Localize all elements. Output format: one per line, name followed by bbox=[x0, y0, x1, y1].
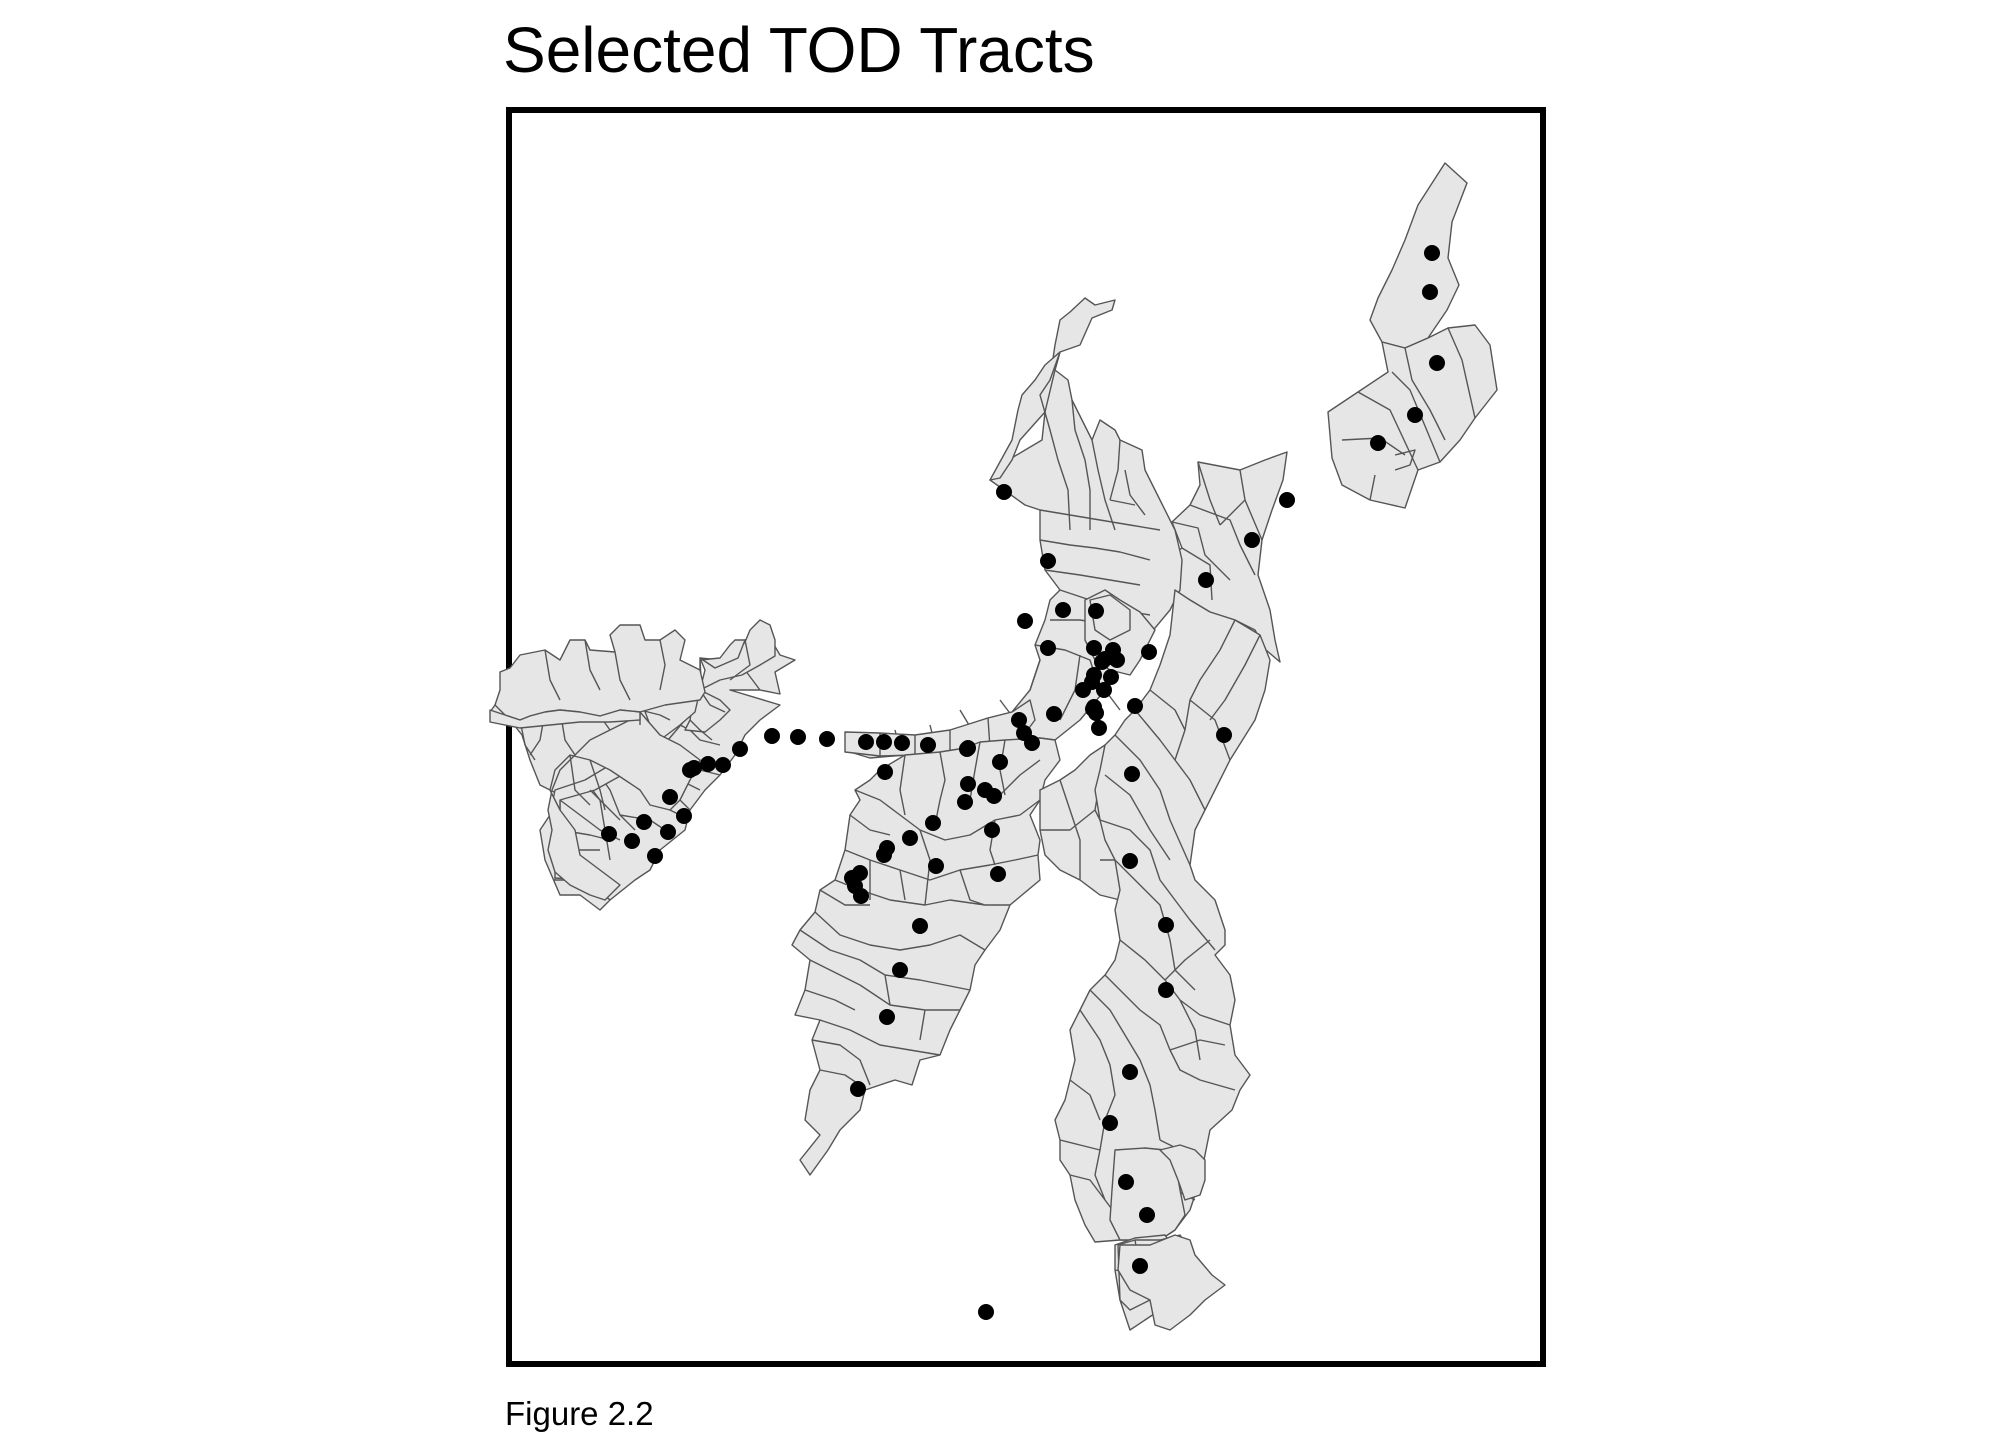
station-point bbox=[960, 776, 976, 792]
station-point bbox=[1244, 532, 1260, 548]
station-point bbox=[1040, 553, 1056, 569]
station-point bbox=[978, 1304, 994, 1320]
station-point bbox=[1091, 720, 1107, 736]
station-point bbox=[636, 814, 652, 830]
station-point bbox=[624, 833, 640, 849]
station-point bbox=[1118, 1174, 1134, 1190]
station-point bbox=[850, 1081, 866, 1097]
tract-polygon bbox=[547, 711, 701, 901]
station-point bbox=[1279, 492, 1295, 508]
station-point bbox=[764, 728, 780, 744]
station-point bbox=[1198, 572, 1214, 588]
plot-title: Selected TOD Tracts bbox=[503, 14, 1095, 86]
station-point bbox=[1084, 674, 1100, 690]
station-point bbox=[660, 824, 676, 840]
station-point bbox=[990, 866, 1006, 882]
station-point bbox=[877, 764, 893, 780]
station-point bbox=[1109, 652, 1125, 668]
station-point bbox=[844, 870, 860, 886]
tract-line bbox=[799, 739, 1041, 1086]
station-point bbox=[1158, 982, 1174, 998]
station-point bbox=[1370, 435, 1386, 451]
station-point bbox=[1216, 727, 1232, 743]
station-point bbox=[1017, 613, 1033, 629]
station-point bbox=[1055, 602, 1071, 618]
station-point bbox=[1122, 853, 1138, 869]
station-point bbox=[1088, 603, 1104, 619]
transit-stations-layer bbox=[601, 245, 1445, 1320]
station-point bbox=[1040, 640, 1056, 656]
station-point bbox=[1024, 735, 1040, 751]
station-point bbox=[1102, 1115, 1118, 1131]
station-point bbox=[1127, 698, 1143, 714]
station-point bbox=[925, 815, 941, 831]
station-point bbox=[996, 484, 1012, 500]
station-point bbox=[876, 847, 892, 863]
station-point bbox=[858, 734, 874, 750]
station-point bbox=[732, 741, 748, 757]
station-point bbox=[676, 808, 692, 824]
station-point bbox=[1158, 917, 1174, 933]
station-point bbox=[1046, 706, 1062, 722]
station-point bbox=[992, 754, 1008, 770]
station-point bbox=[1086, 640, 1102, 656]
station-point bbox=[1011, 712, 1027, 728]
tod-tracts-layer bbox=[489, 162, 1498, 1331]
station-point bbox=[928, 858, 944, 874]
station-point bbox=[879, 1009, 895, 1025]
figure-caption: Figure 2.2 bbox=[505, 1395, 654, 1432]
tract-polygon bbox=[1117, 1234, 1226, 1331]
station-point bbox=[1141, 644, 1157, 660]
station-point bbox=[790, 729, 806, 745]
station-point bbox=[876, 734, 892, 750]
station-point bbox=[853, 888, 869, 904]
station-point bbox=[892, 962, 908, 978]
tract-line bbox=[1171, 461, 1263, 601]
station-point bbox=[715, 757, 731, 773]
station-point bbox=[1424, 245, 1440, 261]
station-point bbox=[1088, 705, 1104, 721]
station-point bbox=[894, 735, 910, 751]
station-point bbox=[957, 794, 973, 810]
station-point bbox=[986, 788, 1002, 804]
station-point bbox=[984, 822, 1000, 838]
station-point bbox=[1407, 407, 1423, 423]
tract-polygon bbox=[1159, 1144, 1206, 1201]
tract-polygon bbox=[489, 709, 641, 729]
station-point bbox=[682, 762, 698, 778]
station-point bbox=[1132, 1258, 1148, 1274]
station-point bbox=[647, 848, 663, 864]
station-point bbox=[601, 826, 617, 842]
station-point bbox=[920, 737, 936, 753]
tract-polygon bbox=[1369, 162, 1468, 349]
station-point bbox=[912, 918, 928, 934]
station-point bbox=[819, 731, 835, 747]
station-point bbox=[662, 789, 678, 805]
station-point bbox=[1096, 682, 1112, 698]
station-point bbox=[700, 756, 716, 772]
station-point bbox=[1124, 766, 1140, 782]
station-point bbox=[1122, 1064, 1138, 1080]
tract-polygon bbox=[844, 297, 1183, 759]
station-point bbox=[902, 830, 918, 846]
station-point bbox=[1422, 284, 1438, 300]
station-point bbox=[1139, 1207, 1155, 1223]
station-point bbox=[1103, 669, 1119, 685]
station-point bbox=[1429, 355, 1445, 371]
station-point bbox=[960, 740, 976, 756]
station-point bbox=[1097, 651, 1113, 667]
tract-polygon bbox=[791, 737, 1061, 1176]
